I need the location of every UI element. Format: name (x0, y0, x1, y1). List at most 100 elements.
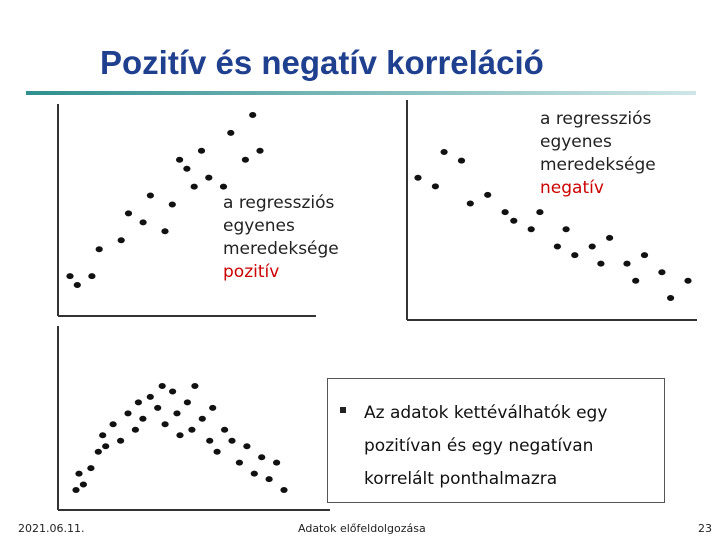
label-line: a regressziós (223, 193, 335, 213)
data-point (457, 157, 466, 164)
data-point (536, 209, 544, 216)
data-point (256, 147, 264, 154)
label-line: meredeksége (223, 239, 339, 259)
data-point (206, 437, 214, 444)
data-point (173, 410, 181, 417)
data-point (597, 260, 605, 267)
data-point (66, 273, 74, 280)
data-point (606, 234, 614, 241)
data-point (188, 426, 196, 433)
data-point (183, 165, 191, 172)
data-point (684, 277, 692, 284)
data-point (501, 209, 509, 216)
data-point (571, 252, 579, 259)
combined-correlation-plot (57, 326, 330, 511)
positive-slope-label: a regressziós egyenes meredeksége pozití… (223, 192, 363, 284)
data-point (124, 210, 133, 217)
data-point (102, 443, 110, 450)
data-point (158, 383, 166, 389)
data-point (658, 269, 666, 276)
data-point (99, 432, 107, 439)
data-point (484, 191, 492, 198)
data-point (94, 448, 102, 455)
footer-title: Adatok előfeldolgozása (298, 522, 426, 535)
data-point (109, 421, 117, 428)
data-point (205, 174, 213, 181)
data-point (198, 415, 206, 422)
data-point (176, 156, 184, 163)
data-point (431, 183, 439, 190)
title-underline (26, 91, 696, 95)
data-point (161, 421, 169, 428)
data-point (117, 437, 125, 444)
data-point (280, 487, 288, 493)
data-point (168, 201, 176, 208)
callout-text: Az adatok kettéválhatók egy pozitívan és… (364, 403, 608, 489)
data-point (190, 183, 198, 190)
footer-date: 2021.06.11. (18, 522, 85, 535)
data-point (209, 404, 217, 411)
negative-slope-label: a regressziós egyenes meredeksége negatí… (540, 108, 680, 200)
data-point (640, 252, 649, 259)
data-point (553, 243, 562, 250)
negative-correlation-plot (406, 100, 697, 321)
data-point (191, 383, 199, 389)
label-line: egyenes (223, 216, 295, 236)
data-point (510, 217, 518, 224)
data-point (154, 404, 162, 411)
data-point (75, 470, 83, 477)
data-point (258, 454, 266, 461)
data-point (176, 432, 184, 439)
data-point (221, 426, 229, 433)
data-point (235, 459, 243, 466)
data-point (250, 470, 258, 477)
data-point (79, 481, 87, 488)
data-point (623, 260, 631, 267)
data-point (440, 149, 448, 155)
data-point (161, 228, 169, 235)
data-point (117, 237, 125, 244)
page-number: 23 (698, 522, 712, 535)
data-point (562, 226, 570, 233)
label-highlight: negatív (540, 178, 604, 198)
square-bullet-icon (340, 407, 346, 413)
label-line: a regressziós (540, 109, 652, 129)
data-point (213, 448, 221, 455)
data-point (139, 219, 147, 226)
data-point (241, 156, 249, 163)
data-point (131, 426, 139, 433)
data-point (197, 147, 206, 154)
positive-correlation-plot (57, 104, 316, 317)
data-point (72, 487, 80, 493)
page-title: Pozitív és negatív korreláció (100, 44, 544, 81)
data-point (265, 476, 273, 483)
data-point (243, 443, 251, 450)
data-point (169, 388, 177, 395)
data-point (134, 399, 142, 406)
callout-box: Az adatok kettéválhatók egy pozitívan és… (327, 378, 665, 503)
data-point (87, 465, 95, 472)
data-point (146, 192, 154, 199)
data-point (588, 243, 596, 250)
data-point (527, 226, 535, 233)
data-point (249, 112, 257, 118)
data-point (273, 459, 281, 466)
data-point (227, 129, 235, 136)
data-point (632, 277, 640, 284)
data-point (139, 415, 147, 422)
label-highlight: pozitív (223, 262, 280, 282)
data-point (124, 410, 132, 417)
data-point (219, 183, 228, 190)
data-point (414, 174, 422, 181)
data-point (73, 282, 81, 288)
data-point (95, 246, 103, 253)
label-line: meredeksége (540, 155, 656, 175)
data-point (146, 393, 154, 400)
data-point (88, 273, 96, 280)
data-point (667, 295, 675, 301)
data-point (466, 200, 474, 207)
label-line: egyenes (540, 132, 612, 152)
data-point (228, 437, 236, 444)
data-point (183, 399, 191, 406)
